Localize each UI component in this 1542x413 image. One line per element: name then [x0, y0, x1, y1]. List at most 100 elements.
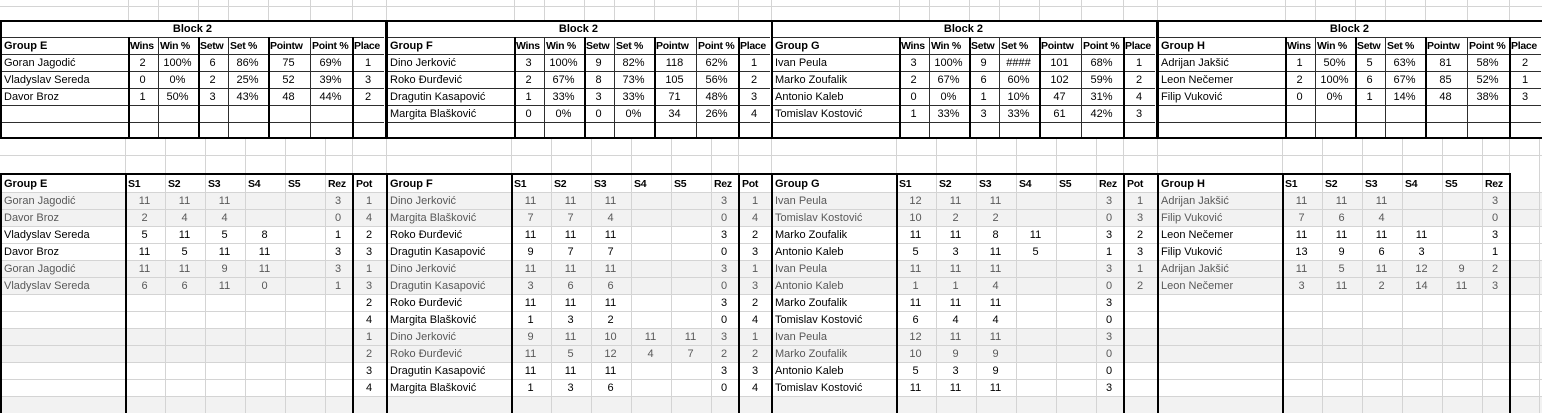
- match-set-cell[interactable]: 11: [1375, 229, 1388, 241]
- standings-value-cell[interactable]: 100%: [163, 57, 192, 69]
- match-set-cell[interactable]: 5: [1338, 263, 1345, 275]
- standings-player-cell[interactable]: Dragutin Kasapović: [390, 91, 486, 103]
- match-set-cell[interactable]: 7: [527, 212, 534, 224]
- match-set-cell[interactable]: 12: [1415, 263, 1428, 275]
- match-set-cell[interactable]: [165, 295, 204, 311]
- match-set-cell[interactable]: 5: [221, 229, 228, 241]
- match-set-cell[interactable]: 2: [992, 212, 999, 224]
- match-set-cell[interactable]: 11: [218, 280, 231, 292]
- standings-player-cell[interactable]: Leon Nečemer: [1161, 74, 1234, 86]
- standings-player-cell[interactable]: Dino Jerković: [390, 57, 457, 69]
- match-set-cell[interactable]: 1: [527, 382, 534, 394]
- standings-player-cell[interactable]: Vladyslav Sereda: [4, 74, 90, 86]
- match-set-cell[interactable]: [671, 210, 710, 226]
- match-player-cell[interactable]: [4, 380, 122, 396]
- match-set-cell[interactable]: [631, 244, 670, 260]
- match-pot-cell[interactable]: [1125, 363, 1155, 379]
- match-column-header[interactable]: Rez: [1485, 178, 1503, 190]
- match-set-cell[interactable]: 9: [527, 331, 534, 343]
- standings-value-cell[interactable]: 59%: [1090, 74, 1113, 86]
- standings-value-cell[interactable]: 8: [595, 74, 602, 86]
- match-set-cell[interactable]: [1362, 346, 1401, 362]
- match-set-cell[interactable]: [1056, 295, 1095, 311]
- match-set-cell[interactable]: [1442, 227, 1481, 243]
- match-rez-cell[interactable]: 3: [1105, 382, 1113, 394]
- match-pot-cell[interactable]: 3: [1136, 212, 1144, 224]
- match-set-cell[interactable]: 6: [1378, 246, 1385, 258]
- match-set-cell[interactable]: [245, 380, 284, 396]
- match-column-header[interactable]: S2: [939, 178, 952, 190]
- standings-value-cell[interactable]: 9: [595, 57, 602, 69]
- match-rez-cell[interactable]: [325, 295, 351, 311]
- standings-value-cell[interactable]: 3: [364, 74, 372, 86]
- standings-value-cell[interactable]: 48%: [705, 91, 728, 103]
- match-player-cell[interactable]: Davor Broz: [4, 212, 60, 224]
- match-rez-cell[interactable]: 3: [334, 195, 342, 207]
- standings-value-cell[interactable]: 118: [665, 57, 684, 69]
- match-set-cell[interactable]: 2: [607, 314, 614, 326]
- standings-value-cell[interactable]: 0: [525, 108, 532, 120]
- match-set-cell[interactable]: 11: [218, 195, 231, 207]
- match-set-cell[interactable]: [1056, 380, 1095, 396]
- match-set-cell[interactable]: 13: [1295, 246, 1308, 258]
- match-set-cell[interactable]: [1442, 363, 1481, 379]
- standings-value-cell[interactable]: 1: [139, 91, 146, 103]
- match-rez-cell[interactable]: [1482, 380, 1508, 396]
- match-player-cell[interactable]: Antonio Kaleb: [775, 246, 844, 258]
- match-rez-cell[interactable]: 1: [1491, 246, 1499, 258]
- match-player-cell[interactable]: Goran Jagodić: [4, 195, 76, 207]
- standings-value-cell[interactable]: 69%: [319, 57, 342, 69]
- match-set-cell[interactable]: [1402, 380, 1441, 396]
- match-set-cell[interactable]: [1016, 261, 1055, 277]
- standings-column-header[interactable]: Set %: [616, 40, 644, 52]
- match-player-cell[interactable]: Goran Jagodić: [4, 263, 76, 275]
- match-set-cell[interactable]: [1402, 346, 1441, 362]
- standings-value-cell[interactable]: 0%: [940, 91, 957, 103]
- match-column-header[interactable]: Rez: [1099, 178, 1117, 190]
- match-set-cell[interactable]: [1442, 380, 1481, 396]
- standings-value-cell[interactable]: 63%: [1393, 57, 1416, 69]
- match-pot-cell[interactable]: 2: [365, 348, 373, 360]
- standings-value-cell[interactable]: 0%: [169, 74, 186, 86]
- match-set-cell[interactable]: 11: [524, 263, 537, 275]
- match-player-cell[interactable]: Dragutin Kasapović: [390, 246, 486, 258]
- match-set-cell[interactable]: [1402, 363, 1441, 379]
- match-set-cell[interactable]: [285, 363, 324, 379]
- match-set-cell[interactable]: 11: [604, 195, 617, 207]
- match-set-cell[interactable]: [205, 363, 244, 379]
- match-pot-cell[interactable]: 1: [365, 195, 373, 207]
- match-set-cell[interactable]: 12: [909, 195, 922, 207]
- match-set-cell[interactable]: [671, 278, 710, 294]
- standings-value-cell[interactable]: 73%: [622, 74, 645, 86]
- match-player-cell[interactable]: [1161, 346, 1279, 362]
- match-column-header[interactable]: S2: [168, 178, 181, 190]
- standings-value-cell[interactable]: ####: [1006, 57, 1031, 69]
- match-set-cell[interactable]: [125, 312, 164, 328]
- match-pot-cell[interactable]: [1125, 346, 1155, 362]
- match-player-cell[interactable]: [1161, 363, 1279, 379]
- standings-value-cell[interactable]: 38%: [1476, 91, 1499, 103]
- standings-value-cell[interactable]: 0: [139, 74, 146, 86]
- match-set-cell[interactable]: [1016, 278, 1055, 294]
- standings-column-header[interactable]: Point %: [698, 40, 735, 52]
- match-set-cell[interactable]: [1016, 210, 1055, 226]
- standings-value-cell[interactable]: 3: [595, 91, 602, 103]
- match-set-cell[interactable]: [1016, 346, 1055, 362]
- match-set-cell[interactable]: 11: [989, 263, 1002, 275]
- match-set-cell[interactable]: 8: [261, 229, 268, 241]
- match-player-cell[interactable]: Filip Vuković: [1161, 246, 1223, 258]
- standings-value-cell[interactable]: 100%: [549, 57, 578, 69]
- standings-column-header[interactable]: Setw: [586, 40, 610, 52]
- match-set-cell[interactable]: [125, 346, 164, 362]
- standings-value-cell[interactable]: 50%: [166, 91, 189, 103]
- match-player-cell[interactable]: [1161, 295, 1279, 311]
- match-pot-cell[interactable]: 1: [1136, 263, 1144, 275]
- match-pot-cell[interactable]: 2: [1136, 229, 1144, 241]
- standings-player-cell[interactable]: Roko Đurđević: [390, 74, 463, 86]
- standings-value-cell[interactable]: 2: [1521, 57, 1529, 69]
- match-column-header[interactable]: S5: [1445, 178, 1458, 190]
- standings-value-cell[interactable]: 3: [1521, 91, 1529, 103]
- match-set-cell[interactable]: [1016, 193, 1055, 209]
- match-set-cell[interactable]: 4: [1378, 212, 1385, 224]
- match-set-cell[interactable]: [1056, 346, 1095, 362]
